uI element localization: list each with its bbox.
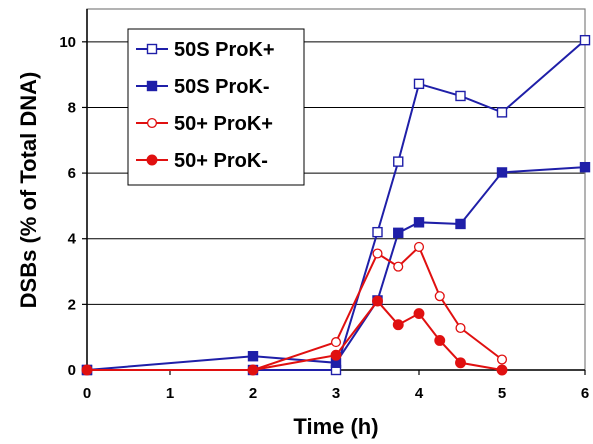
data-point-50s-prok-plus-8 <box>579 34 591 46</box>
data-point-50-plus-prok-minus-0 <box>81 364 93 376</box>
x-tick-label-6: 6 <box>581 385 589 402</box>
y-tick-label-4: 4 <box>68 231 77 248</box>
data-point-50s-prok-minus-5 <box>413 217 425 228</box>
data-point-50s-prok-plus-5 <box>413 78 425 90</box>
data-point-50s-prok-minus-1 <box>247 351 259 362</box>
legend-marker-50-plus-prok-minus <box>146 154 158 166</box>
y-tick-label-10: 10 <box>59 34 76 51</box>
data-point-50-plus-prok-minus-2 <box>330 349 342 361</box>
x-tick-label-5: 5 <box>498 385 506 402</box>
legend-label-50-plus-prok-minus: 50+ ProK- <box>174 150 268 172</box>
data-point-50-plus-prok-plus-3 <box>372 248 383 259</box>
data-point-50-plus-prok-plus-8 <box>496 354 508 365</box>
legend-label-50s-prok-minus: 50S ProK- <box>174 76 270 98</box>
data-point-50-plus-prok-plus-2 <box>330 337 342 348</box>
legend-marker-50s-prok-plus <box>146 43 158 55</box>
data-point-50s-prok-plus-4 <box>393 156 404 167</box>
data-point-50-plus-prok-minus-7 <box>455 357 466 369</box>
y-tick-label-8: 8 <box>68 99 76 116</box>
data-point-50s-prok-plus-3 <box>372 226 383 238</box>
y-axis-title: DSBs (% of Total DNA) <box>16 72 41 309</box>
series-50-plus-prok-plus <box>81 241 508 376</box>
legend-marker-50-plus-prok-plus <box>146 117 158 129</box>
data-point-50-plus-prok-plus-7 <box>455 322 466 334</box>
data-point-50-plus-prok-minus-4 <box>392 319 404 331</box>
legend-item-50-plus-prok-minus: 50+ ProK- <box>136 150 268 172</box>
data-point-50-plus-prok-plus-5 <box>413 241 425 252</box>
x-tick-label-1: 1 <box>166 385 174 402</box>
data-point-50-plus-prok-minus-6 <box>434 335 446 346</box>
legend-item-50s-prok-plus: 50S ProK+ <box>136 39 275 61</box>
data-point-50s-prok-minus-6 <box>455 218 466 230</box>
x-tick-label-3: 3 <box>332 385 340 402</box>
legend-label-50s-prok-plus: 50S ProK+ <box>174 39 275 61</box>
legend-item-50-plus-prok-plus: 50+ ProK+ <box>136 113 273 135</box>
series-line-50-plus-prok-plus <box>87 245 503 371</box>
x-tick-label-2: 2 <box>249 385 257 402</box>
data-point-50-plus-prok-minus-8 <box>496 364 508 376</box>
y-tick-label-2: 2 <box>68 296 76 313</box>
legend-marker-50s-prok-minus <box>146 80 158 92</box>
y-tick-label-0: 0 <box>68 362 76 379</box>
series-50-plus-prok-minus <box>81 295 508 376</box>
y-tick-label-6: 6 <box>68 165 76 182</box>
data-point-50s-prok-minus-8 <box>579 161 591 173</box>
data-point-50-plus-prok-plus-6 <box>434 291 445 302</box>
x-axis-title: Time (h) <box>293 414 378 439</box>
data-point-50-plus-prok-minus-1 <box>247 364 259 376</box>
data-point-50-plus-prok-minus-3 <box>372 295 383 307</box>
data-point-50-plus-prok-plus-4 <box>393 261 404 272</box>
data-point-50s-prok-plus-6 <box>455 90 466 102</box>
data-point-50s-prok-minus-7 <box>496 167 508 178</box>
legend-item-50s-prok-minus: 50S ProK- <box>136 76 270 98</box>
data-point-50s-prok-plus-7 <box>496 107 508 118</box>
x-tick-label-4: 4 <box>415 385 424 402</box>
data-point-50-plus-prok-minus-5 <box>413 308 425 320</box>
legend: 50S ProK+ 50S ProK- 50+ ProK+ 50+ ProK- <box>127 28 305 186</box>
data-series <box>81 34 591 376</box>
x-tick-label-0: 0 <box>83 385 91 402</box>
legend-label-50-plus-prok-plus: 50+ ProK+ <box>174 113 273 135</box>
y-axis-ticks: 0 2 4 6 8 10 <box>59 34 87 379</box>
data-point-50s-prok-minus-4 <box>393 227 404 239</box>
